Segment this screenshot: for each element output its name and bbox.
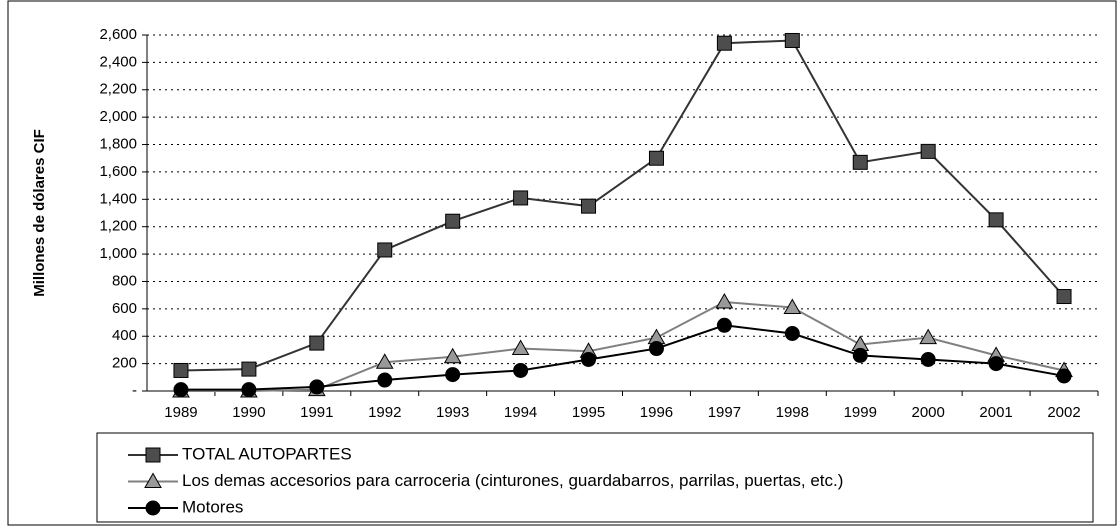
y-tick-label: 1,600 bbox=[99, 163, 137, 180]
data-point bbox=[309, 335, 325, 351]
data-point bbox=[241, 382, 257, 398]
data-point bbox=[513, 190, 529, 206]
y-tick-label: 2,400 bbox=[99, 53, 137, 70]
series-line bbox=[180, 324, 1065, 391]
data-point bbox=[173, 362, 189, 378]
y-tick-label: 1,400 bbox=[99, 190, 137, 207]
legend-label: Los demas accesorios para carroceria (ci… bbox=[182, 471, 843, 490]
data-point bbox=[375, 353, 394, 369]
legend-marker bbox=[144, 472, 162, 488]
y-tick-label: - bbox=[132, 382, 137, 399]
y-tick-label: 600 bbox=[112, 300, 137, 317]
x-tick-label: 1992 bbox=[368, 404, 401, 421]
data-point bbox=[716, 35, 732, 51]
x-tick-label: 1998 bbox=[776, 404, 809, 421]
data-point bbox=[511, 339, 530, 356]
legend-label: TOTAL AUTOPARTES bbox=[182, 444, 352, 463]
data-point bbox=[513, 362, 529, 378]
y-tick-label: 800 bbox=[112, 272, 137, 289]
data-point bbox=[581, 198, 597, 214]
data-point bbox=[309, 379, 325, 395]
data-point bbox=[919, 328, 938, 345]
data-point bbox=[581, 352, 597, 368]
y-tick-label: 1,000 bbox=[99, 245, 137, 262]
data-point bbox=[988, 356, 1004, 372]
x-tick-label: 1990 bbox=[232, 404, 265, 421]
data-point bbox=[377, 242, 393, 258]
y-tick-label: 2,600 bbox=[99, 26, 137, 43]
x-tick-label: 1999 bbox=[844, 404, 877, 421]
y-tick-label: 1,200 bbox=[99, 218, 137, 235]
data-point bbox=[377, 372, 393, 388]
data-point bbox=[852, 154, 868, 170]
x-tick-label: 2001 bbox=[979, 404, 1012, 421]
y-tick-label: 2,000 bbox=[99, 108, 137, 125]
y-tick-label: 1,800 bbox=[99, 136, 137, 153]
legend-marker bbox=[145, 500, 161, 516]
y-axis-title: Millones de dólares CIF bbox=[31, 129, 48, 297]
series-line bbox=[180, 39, 1065, 372]
data-point bbox=[988, 212, 1004, 228]
data-point bbox=[445, 367, 461, 383]
data-point bbox=[445, 213, 461, 229]
data-point bbox=[715, 292, 734, 309]
legend-marker bbox=[145, 447, 161, 463]
data-point bbox=[852, 347, 868, 363]
y-tick-label: 400 bbox=[112, 327, 137, 344]
x-tick-label: 1996 bbox=[640, 404, 673, 421]
data-point bbox=[920, 143, 936, 159]
legend-box bbox=[96, 432, 1094, 523]
data-point bbox=[241, 361, 257, 377]
x-tick-label: 1989 bbox=[164, 404, 197, 421]
data-point bbox=[920, 352, 936, 368]
data-point bbox=[784, 32, 800, 48]
data-point bbox=[716, 317, 732, 333]
data-point bbox=[173, 382, 189, 398]
x-tick-label: 1993 bbox=[436, 404, 469, 421]
data-point bbox=[648, 150, 664, 166]
x-tick-label: 1995 bbox=[572, 404, 605, 421]
legend-label: Motores bbox=[182, 497, 243, 516]
x-tick-label: 1997 bbox=[708, 404, 741, 421]
x-tick-label: 2000 bbox=[911, 404, 944, 421]
data-point bbox=[1056, 368, 1072, 384]
x-tick-label: 2002 bbox=[1047, 404, 1080, 421]
y-tick-label: 200 bbox=[112, 355, 137, 372]
x-tick-label: 1991 bbox=[300, 404, 333, 421]
data-point bbox=[783, 298, 802, 314]
y-tick-label: 2,200 bbox=[99, 81, 137, 98]
data-point bbox=[443, 347, 462, 364]
data-point bbox=[648, 341, 664, 357]
x-tick-label: 1994 bbox=[504, 404, 537, 421]
data-point bbox=[784, 325, 800, 341]
data-point bbox=[1056, 289, 1072, 305]
